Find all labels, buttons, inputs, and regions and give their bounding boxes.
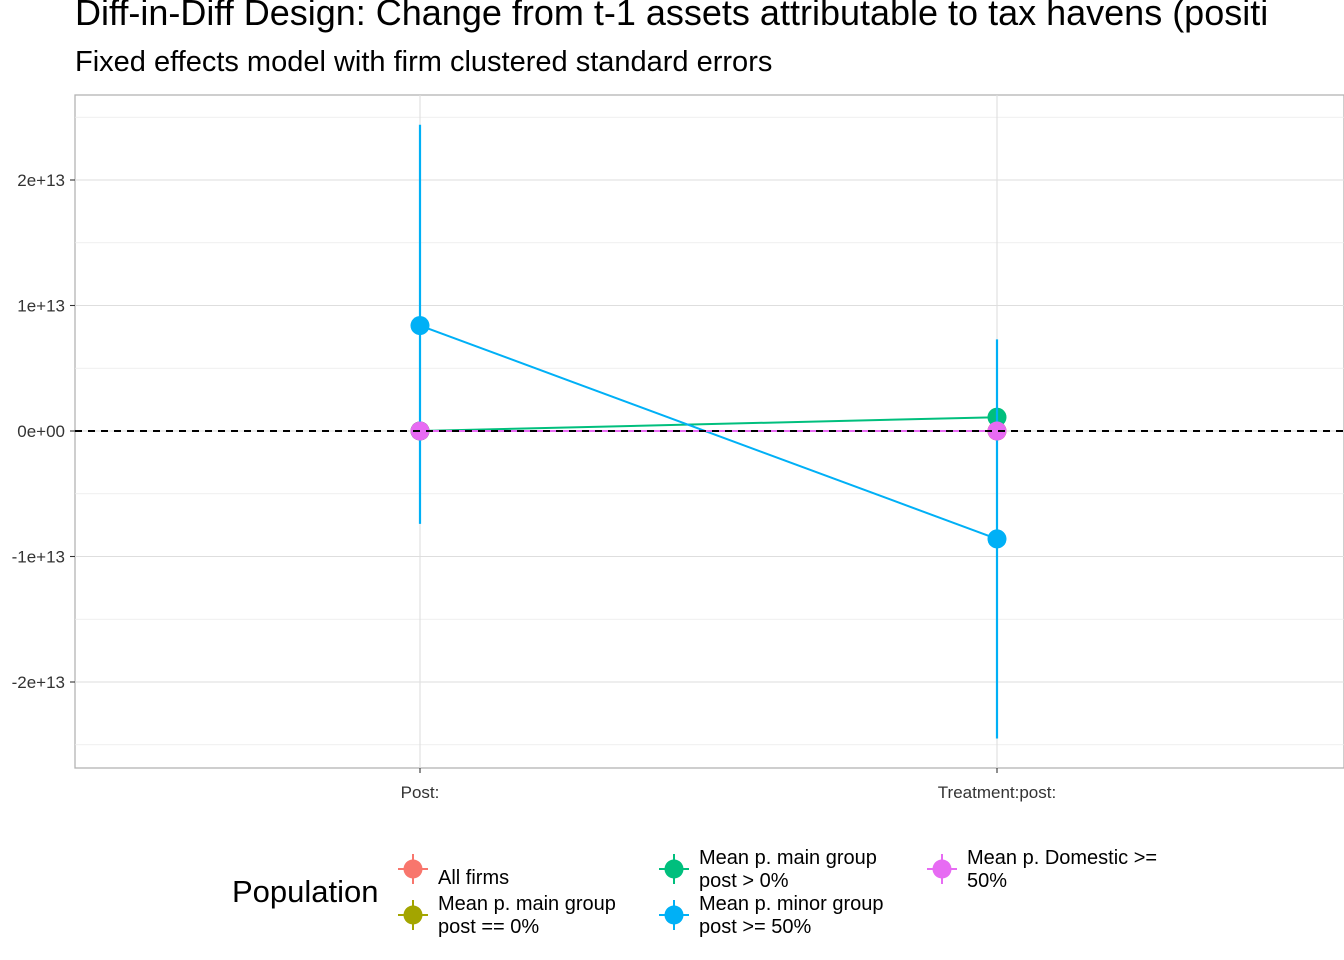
legend-key-icon — [659, 854, 689, 884]
x-tick-label: Treatment:post: — [938, 783, 1056, 802]
legend-label-line2: post == 0% — [438, 916, 540, 938]
y-tick-label: 0e+00 — [17, 422, 65, 441]
x-tick-label: Post: — [401, 783, 440, 802]
legend-label-line1: Mean p. main group — [438, 893, 616, 915]
chart-plot: -2e+13 -1e+13 0e+00 1e+13 2e+13 Post: Treatmen… — [12, 94, 1344, 802]
y-tick-label: 1e+13 — [17, 297, 65, 316]
legend-key-icon — [398, 854, 428, 884]
series-line — [419, 416, 998, 432]
series-line — [419, 324, 998, 540]
y-tick-label: 2e+13 — [17, 171, 65, 190]
legend-key-icon — [659, 900, 689, 930]
chart-title: Diff-in-Diff Design: Change from t-1 ass… — [75, 0, 1269, 33]
legend-key-icon — [927, 854, 957, 884]
legend-label-line2: 50% — [967, 870, 1008, 892]
data-point — [987, 529, 1007, 549]
legend-label-line2: post >= 50% — [699, 916, 812, 938]
data-point — [410, 316, 430, 336]
legend-key-point — [664, 859, 684, 879]
legend-key-point — [664, 905, 684, 925]
legend-key-point — [403, 859, 423, 879]
chart-subtitle: Fixed effects model with firm clustered … — [75, 46, 773, 78]
legend-key-point — [932, 859, 952, 879]
y-tick-label: -1e+13 — [12, 548, 65, 567]
legend-label-line1: All firms — [438, 867, 510, 889]
data-point — [987, 421, 1007, 441]
legend-key-point — [403, 905, 423, 925]
legend-key-icon — [398, 900, 428, 930]
y-tick-label: -2e+13 — [12, 673, 65, 692]
legend: Population All firms Mean p. main group … — [232, 846, 1232, 946]
legend-label-line1: Mean p. main group — [699, 847, 877, 869]
legend-label-line1: Mean p. minor group — [699, 893, 884, 915]
legend-label-line2: post > 0% — [699, 870, 789, 892]
legend-title: Population — [232, 874, 379, 909]
legend-label-line1: Mean p. Domestic >= — [967, 847, 1158, 869]
